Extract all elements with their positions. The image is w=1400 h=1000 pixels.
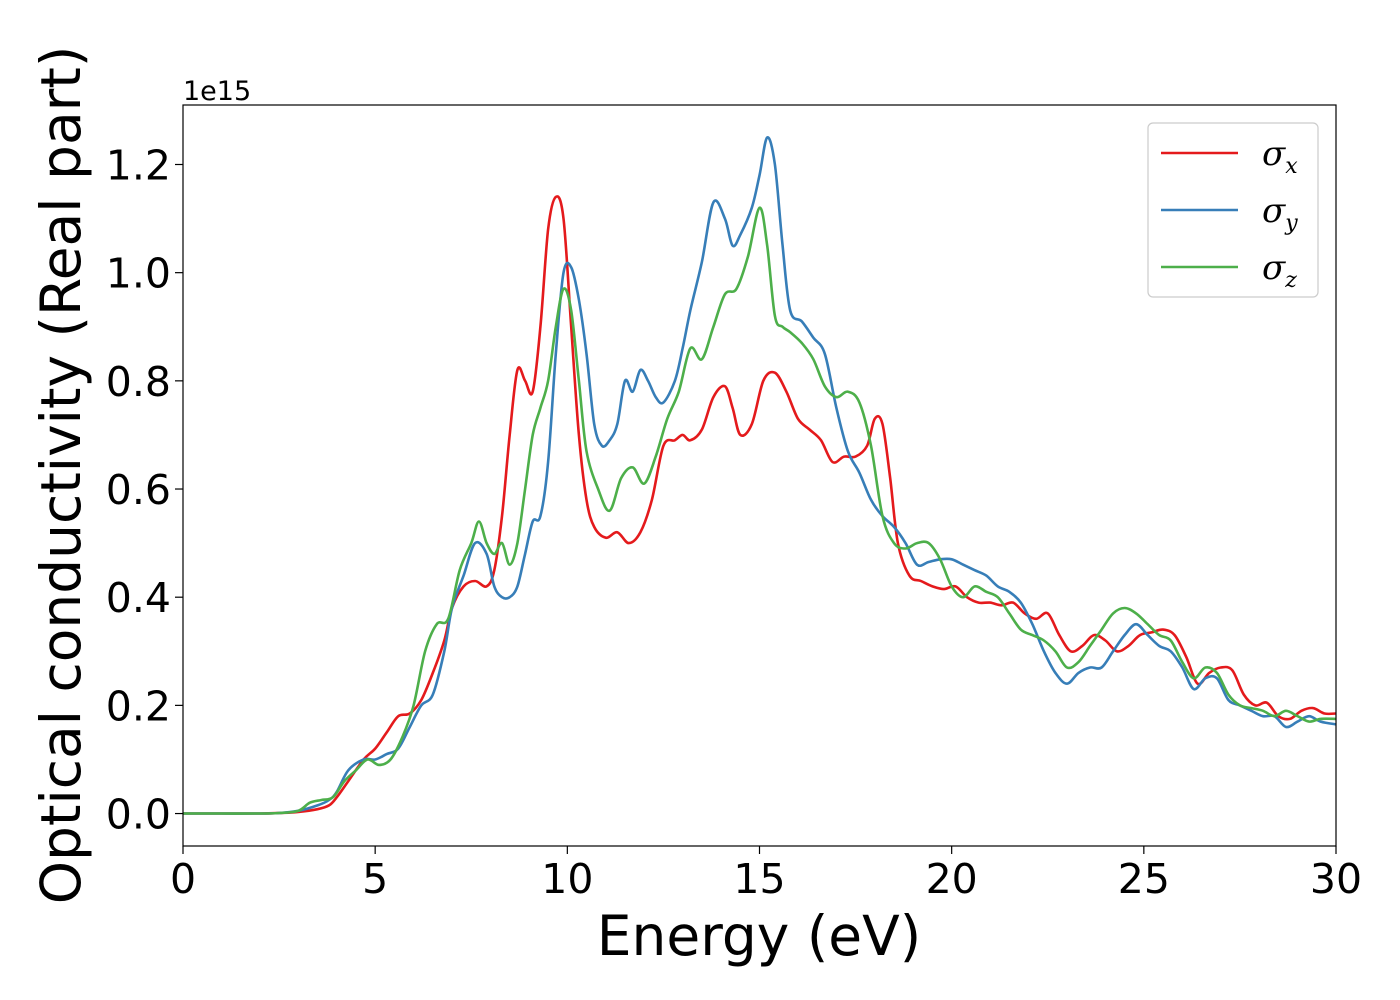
- legend-subscript: z: [1284, 268, 1297, 293]
- x-tick-label: 25: [1118, 855, 1170, 903]
- y-offset-label: 1e15: [183, 76, 251, 107]
- y-tick-label: 1.0: [106, 250, 171, 298]
- legend-symbol: σ: [1262, 248, 1286, 288]
- y-tick-label: 0.0: [106, 791, 171, 839]
- y-tick-label: 0.8: [106, 358, 171, 406]
- y-tick-label: 1.2: [106, 141, 171, 189]
- x-tick-label: 30: [1310, 855, 1362, 903]
- x-axis-label: Energy (eV): [597, 904, 921, 968]
- x-tick-label: 0: [170, 855, 196, 903]
- y-tick-label: 0.4: [106, 574, 171, 622]
- legend-symbol: σ: [1262, 191, 1286, 231]
- x-tick-label: 10: [541, 855, 593, 903]
- series-line-z: [183, 206, 1337, 815]
- x-tick-label: 15: [733, 855, 785, 903]
- y-axis-label: Optical conductivity (Real part): [29, 46, 93, 905]
- y-tick-label: 0.2: [106, 682, 171, 730]
- legend-symbol: σ: [1262, 134, 1286, 174]
- series-line-y: [183, 136, 1337, 815]
- x-tick-label: 5: [362, 855, 388, 903]
- y-tick-label: 0.6: [106, 466, 171, 514]
- plot-area: [183, 105, 1336, 846]
- x-tick-label: 20: [926, 855, 978, 903]
- legend-label-y: σy: [1262, 191, 1298, 236]
- legend-label-x: σx: [1262, 134, 1298, 179]
- y-axis: 0.0 0.2 0.4 0.6 0.8 1.0 1.2: [106, 141, 183, 839]
- legend-subscript: x: [1285, 154, 1298, 179]
- legend-subscript: y: [1284, 211, 1298, 236]
- x-axis: 0 5 10 15 20 25 30: [170, 846, 1362, 903]
- legend-label-z: σz: [1262, 248, 1297, 293]
- series-layer: [183, 136, 1337, 815]
